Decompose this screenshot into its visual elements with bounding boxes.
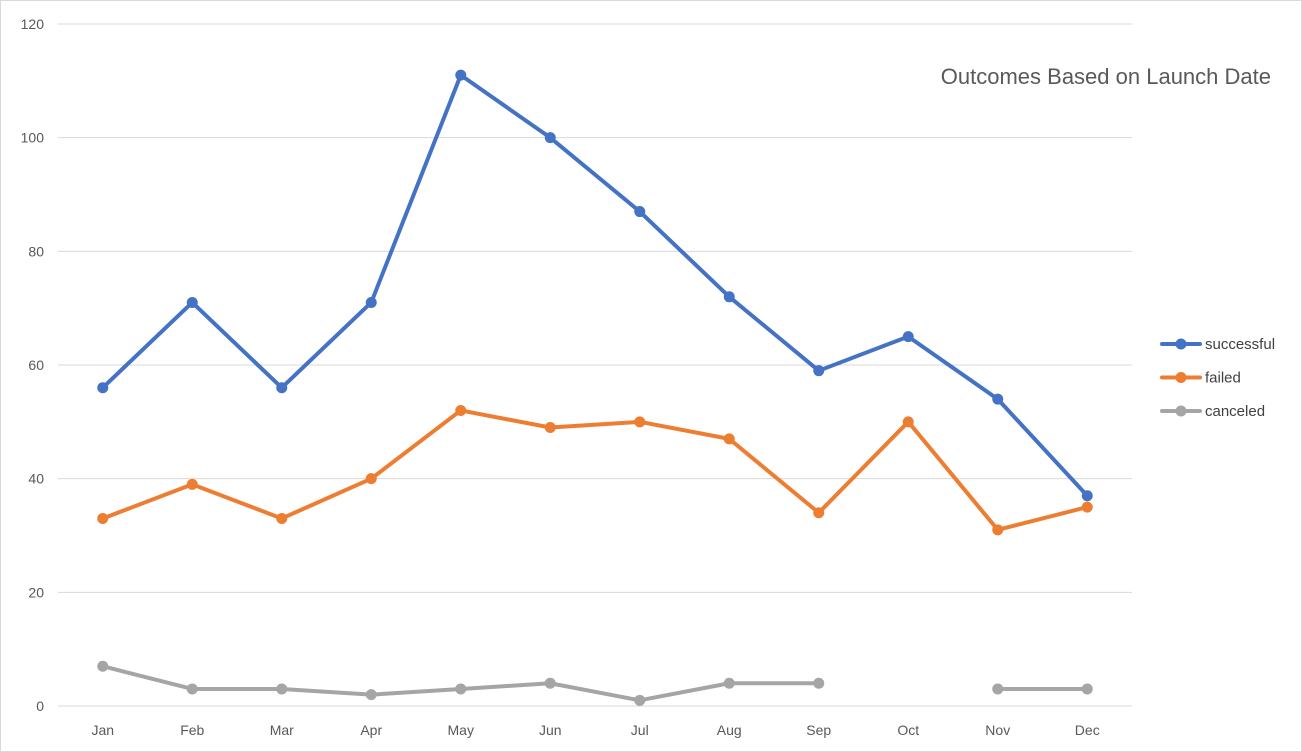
series-canceled bbox=[97, 660, 1093, 706]
data-point-canceled bbox=[634, 694, 646, 706]
data-point-successful bbox=[992, 393, 1004, 405]
data-point-failed bbox=[455, 404, 467, 416]
data-point-failed bbox=[813, 507, 825, 519]
x-tick-label: Nov bbox=[985, 722, 1010, 738]
x-tick-label: Sep bbox=[806, 722, 831, 738]
x-tick-label: Apr bbox=[360, 722, 382, 738]
legend-swatch-marker bbox=[1175, 338, 1187, 350]
data-point-successful bbox=[455, 69, 467, 81]
data-point-successful bbox=[97, 382, 109, 394]
series-line-successful bbox=[100, 73, 1090, 498]
data-point-canceled bbox=[276, 683, 288, 695]
legend-item-successful: successful bbox=[1160, 336, 1275, 353]
data-point-canceled bbox=[1081, 683, 1093, 695]
data-point-successful bbox=[1081, 490, 1093, 502]
data-point-failed bbox=[544, 422, 556, 434]
legend: successful failed canceled bbox=[1160, 336, 1275, 420]
data-point-failed bbox=[902, 416, 914, 428]
legend-label: successful bbox=[1205, 336, 1275, 353]
y-tick-label: 60 bbox=[28, 357, 44, 373]
series-failed bbox=[97, 404, 1093, 536]
y-tick-label: 0 bbox=[36, 698, 44, 714]
legend-label: canceled bbox=[1205, 403, 1265, 420]
data-point-failed bbox=[1081, 501, 1093, 513]
y-tick-label: 40 bbox=[28, 471, 44, 487]
series-layer bbox=[97, 69, 1093, 706]
x-tick-label: May bbox=[448, 722, 474, 738]
data-point-canceled bbox=[544, 677, 556, 689]
legend-swatch-marker bbox=[1175, 372, 1187, 383]
data-point-canceled bbox=[186, 683, 198, 695]
x-tick-label: Jan bbox=[91, 722, 114, 738]
data-point-successful bbox=[365, 296, 377, 308]
y-tick-label: 20 bbox=[28, 584, 44, 600]
data-point-canceled bbox=[97, 660, 109, 672]
data-point-canceled bbox=[992, 683, 1004, 695]
data-point-successful bbox=[902, 331, 914, 343]
data-point-failed bbox=[365, 473, 377, 485]
data-point-failed bbox=[723, 433, 735, 445]
series-line-canceled bbox=[100, 664, 821, 703]
series-line-failed bbox=[100, 408, 1090, 532]
data-point-canceled bbox=[455, 683, 467, 695]
data-point-canceled bbox=[813, 677, 825, 689]
x-tick-label: Dec bbox=[1075, 722, 1100, 738]
data-point-successful bbox=[634, 206, 646, 218]
data-point-successful bbox=[723, 291, 735, 303]
x-tick-label: Aug bbox=[717, 722, 742, 738]
y-tick-label: 100 bbox=[21, 130, 45, 146]
legend-item-canceled: canceled bbox=[1160, 403, 1265, 420]
x-tick-label: Mar bbox=[270, 722, 294, 738]
x-tick-label: Oct bbox=[897, 722, 919, 738]
data-point-canceled bbox=[723, 677, 735, 689]
x-tick-label: Feb bbox=[180, 722, 204, 738]
data-point-failed bbox=[634, 416, 646, 428]
gridlines bbox=[58, 23, 1132, 707]
legend-label: failed bbox=[1205, 370, 1241, 387]
data-point-failed bbox=[97, 512, 109, 524]
data-point-successful bbox=[276, 382, 288, 394]
data-point-successful bbox=[544, 132, 556, 144]
chart-title: Outcomes Based on Launch Date bbox=[941, 64, 1271, 89]
data-point-canceled bbox=[365, 689, 377, 701]
data-point-failed bbox=[186, 478, 198, 490]
y-tick-label: 80 bbox=[28, 243, 44, 259]
legend-swatch-marker bbox=[1175, 405, 1187, 417]
x-tick-label: Jul bbox=[631, 722, 649, 738]
x-axis-tick-labels: Jan Feb Mar Apr May Jun Jul Aug Sep Oct Nov Dec bbox=[91, 722, 1099, 738]
data-point-successful bbox=[813, 365, 825, 377]
series-successful bbox=[97, 69, 1093, 502]
data-point-failed bbox=[992, 524, 1004, 536]
legend-item-failed: failed bbox=[1160, 370, 1241, 387]
data-point-successful bbox=[186, 296, 198, 308]
y-tick-label: 120 bbox=[21, 16, 45, 32]
y-axis-tick-labels: 0 20 40 60 80 100 120 bbox=[21, 16, 45, 714]
data-point-failed bbox=[276, 512, 288, 524]
x-tick-label: Jun bbox=[539, 722, 562, 738]
